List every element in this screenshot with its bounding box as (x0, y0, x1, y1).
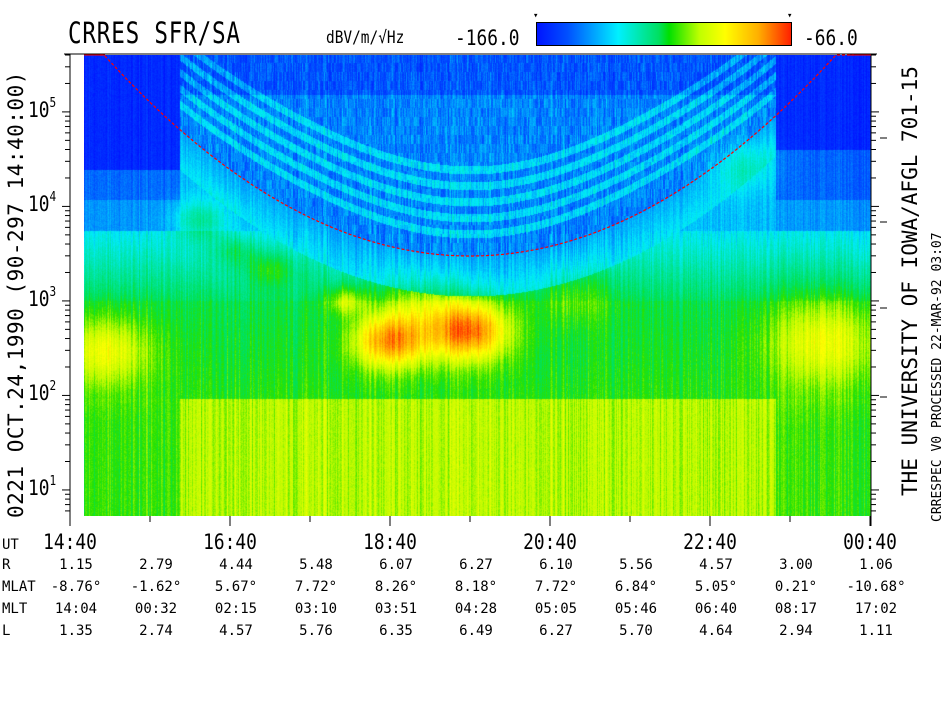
ephemeris-cell: 1.11 (859, 623, 893, 639)
y-tick-label: 102 (28, 379, 57, 406)
chart-title: CRRES SFR/SA (68, 16, 241, 50)
ephemeris-cell: 2.74 (139, 623, 173, 639)
plasma-frequency-curve (100, 54, 854, 257)
ephemeris-cell: 1.35 (59, 623, 93, 639)
ephemeris-row-label: MLT (2, 601, 28, 617)
ephemeris-cell: 03:51 (374, 601, 418, 617)
ephemeris-cell: -10.68° (846, 579, 906, 595)
ephemeris-cell: 5.05° (694, 579, 738, 595)
ephemeris-cell: 6.27 (539, 623, 573, 639)
ephemeris-cell: 06:40 (694, 601, 738, 617)
ephemeris-cell: 6.27 (459, 557, 493, 573)
ephemeris-cell: 5.76 (299, 623, 333, 639)
x-tick-label: 14:40 (43, 530, 97, 554)
ephemeris-cell: 05:46 (614, 601, 658, 617)
ephemeris-row-label: L (2, 623, 11, 639)
ephemeris-cell: 14:04 (54, 601, 98, 617)
ephemeris-cell: -8.76° (50, 579, 102, 595)
ephemeris-cell: 0.21° (774, 579, 818, 595)
ephemeris-cell: 6.84° (614, 579, 658, 595)
institution-label: THE UNIVERSITY OF IOWA/AFGL 701-15 (898, 66, 922, 496)
ephemeris-cell: 8.26° (374, 579, 418, 595)
ephemeris-cell: 6.49 (459, 623, 493, 639)
y-tick-label: 105 (28, 95, 57, 122)
colorbar-units: dBV/m/√Hz (326, 28, 405, 48)
y-tick-label: 101 (28, 473, 57, 500)
ephemeris-row-label: MLAT (2, 579, 36, 595)
x-tick-label: 18:40 (363, 530, 417, 554)
ephemeris-cell: 03:10 (294, 601, 338, 617)
ephemeris-row-label: R (2, 557, 11, 573)
ephemeris-cell: 00:32 (134, 601, 178, 617)
ephemeris-cell: 7.72° (534, 579, 578, 595)
ephemeris-cell: 4.44 (219, 557, 253, 573)
y-tick-label: 104 (28, 190, 57, 217)
ephemeris-cell: 5.56 (619, 557, 653, 573)
ephemeris-cell: 6.07 (379, 557, 413, 573)
ephemeris-cell: 02:15 (214, 601, 258, 617)
colorbar-max-label: -66.0 (804, 26, 858, 50)
ephemeris-cell: 8.18° (454, 579, 498, 595)
spectrogram-heatmap (84, 55, 871, 516)
ephemeris-cell: 2.79 (139, 557, 173, 573)
ephemeris-cell: 08:17 (774, 601, 818, 617)
processing-label: CRRESPEC V0 PROCESSED 22-MAR-92 03:07 (930, 232, 945, 522)
y-tick-label: 103 (28, 284, 57, 311)
colorbar (536, 22, 792, 46)
ephemeris-cell: 4.57 (219, 623, 253, 639)
ephemeris-cell: 1.06 (859, 557, 893, 573)
x-axis-label: UT (2, 537, 19, 553)
ephemeris-cell: 1.15 (59, 557, 93, 573)
ephemeris-cell: 05:05 (534, 601, 578, 617)
ephemeris-cell: 5.70 (619, 623, 653, 639)
ephemeris-cell: 6.10 (539, 557, 573, 573)
ephemeris-cell: 04:28 (454, 601, 498, 617)
ephemeris-cell: 2.94 (779, 623, 813, 639)
x-tick-label: 00:40 (843, 530, 897, 554)
colorbar-min-label: -166.0 (455, 26, 520, 50)
ephemeris-cell: 5.48 (299, 557, 333, 573)
ephemeris-cell: 6.35 (379, 623, 413, 639)
x-tick-label: 20:40 (523, 530, 577, 554)
x-tick-label: 16:40 (203, 530, 257, 554)
ephemeris-cell: 7.72° (294, 579, 338, 595)
ephemeris-cell: 5.67° (214, 579, 258, 595)
x-tick-label: 22:40 (683, 530, 737, 554)
ephemeris-cell: -1.62° (130, 579, 182, 595)
ephemeris-cell: 4.57 (699, 557, 733, 573)
ephemeris-cell: 17:02 (854, 601, 898, 617)
date-label: 0221 OCT.24,1990 (90-297 14:40:00) (4, 71, 28, 518)
colorbar-min-marker-icon: ▾ (533, 11, 539, 21)
colorbar-max-marker-icon: ▾ (787, 11, 793, 21)
ephemeris-cell: 3.00 (779, 557, 813, 573)
ephemeris-cell: 4.64 (699, 623, 733, 639)
